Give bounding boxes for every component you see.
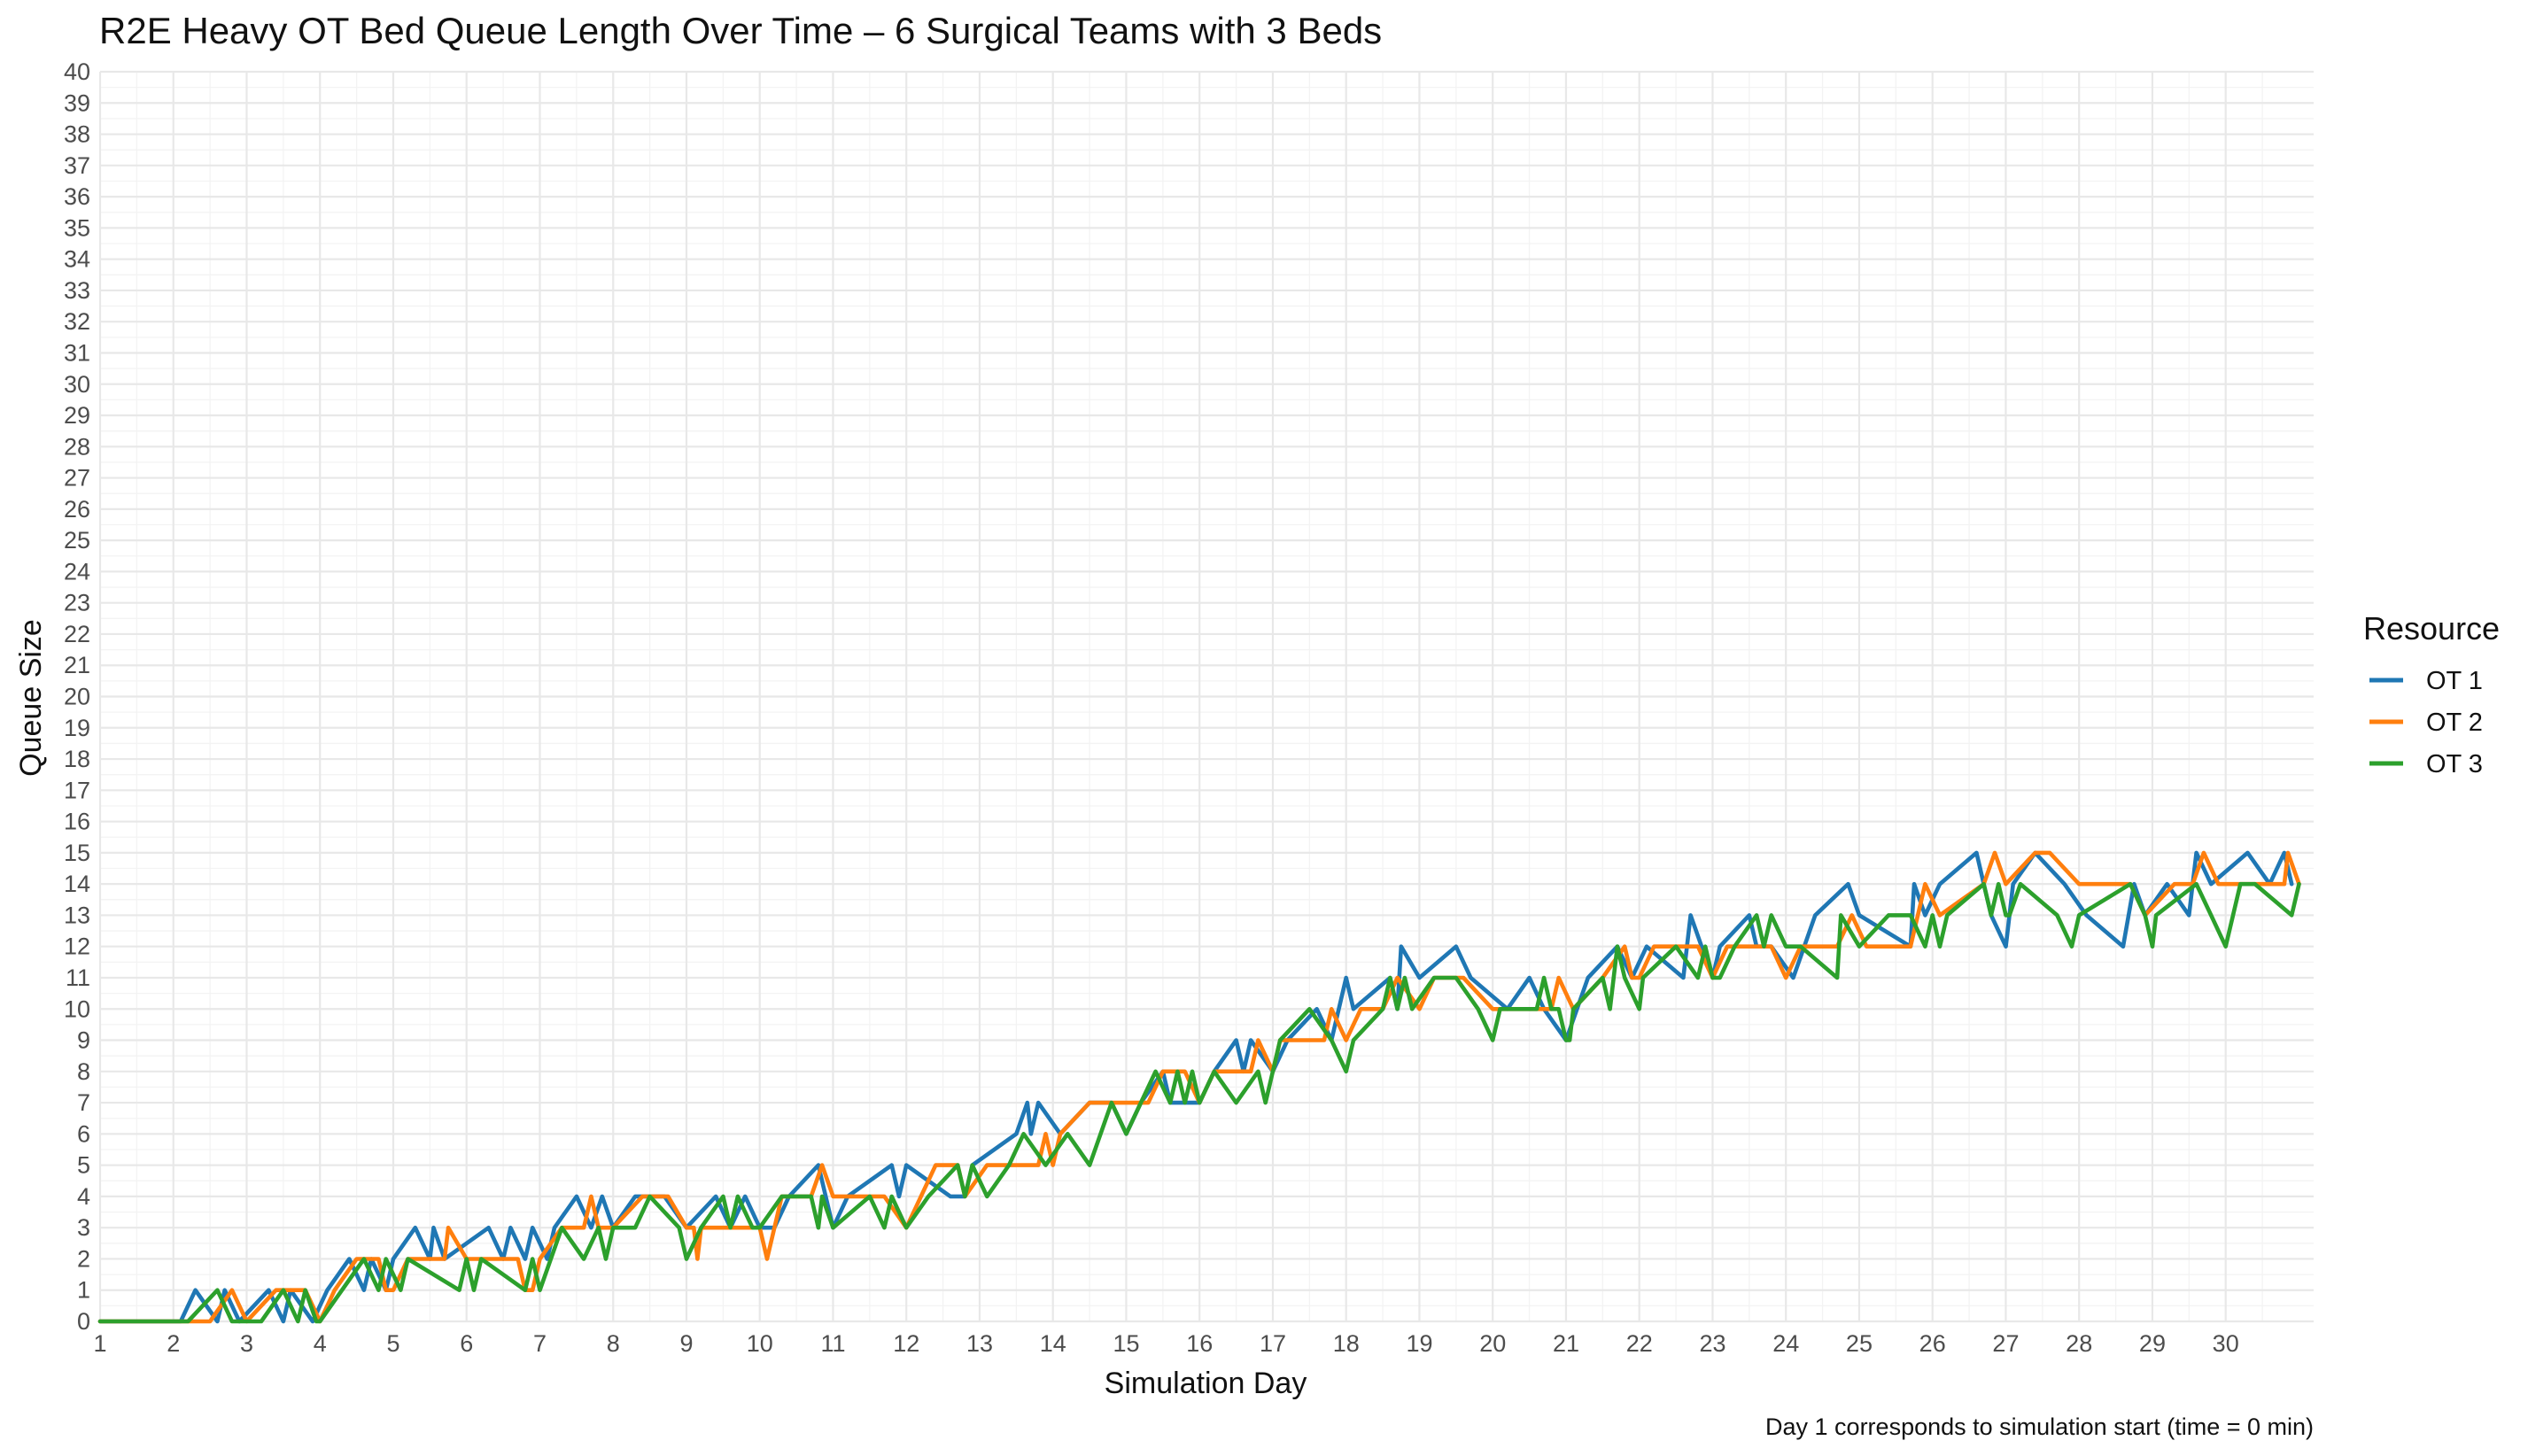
x-tick-label: 27 [1992, 1330, 2019, 1357]
x-tick-label: 29 [2139, 1330, 2166, 1357]
series-line-ot-2 [97, 850, 2301, 1324]
y-tick-label: 26 [64, 496, 90, 523]
y-tick-label: 40 [64, 58, 90, 85]
legend-label-ot-3: OT 3 [2426, 750, 2483, 778]
y-tick-label: 37 [64, 152, 90, 179]
x-tick-label: 17 [1260, 1330, 1286, 1357]
y-tick-label: 27 [64, 465, 90, 492]
y-tick-label: 1 [77, 1277, 90, 1304]
x-tick-label: 10 [747, 1330, 773, 1357]
x-axis-title: Simulation Day [1105, 1367, 1307, 1400]
x-tick-label: 23 [1699, 1330, 1725, 1357]
x-tick-label: 6 [460, 1330, 473, 1357]
y-tick-label: 24 [64, 558, 90, 585]
x-tick-label: 28 [2066, 1330, 2092, 1357]
y-tick-label: 6 [77, 1120, 90, 1147]
x-tick-label: 1 [93, 1330, 106, 1357]
y-tick-label: 15 [64, 840, 90, 866]
x-tick-label: 11 [820, 1330, 845, 1357]
y-tick-label: 2 [77, 1245, 90, 1272]
legend-title: Resource [2363, 610, 2500, 647]
y-tick-label: 5 [77, 1152, 90, 1179]
y-tick-label: 35 [64, 214, 90, 241]
y-tick-label: 18 [64, 746, 90, 772]
x-tick-label: 14 [1040, 1330, 1066, 1357]
x-tick-label: 20 [1479, 1330, 1506, 1357]
x-axis-ticks: 1 2 3 4 5 6 7 8 9 10 11 12 13 14 15 16 17 18 19 20 21 22 23 24 2… [93, 1330, 2238, 1357]
y-tick-label: 28 [64, 433, 90, 460]
y-tick-label: 14 [64, 871, 90, 897]
caption: Day 1 corresponds to simulation start (t… [1765, 1413, 2314, 1440]
y-tick-label: 19 [64, 715, 90, 741]
y-tick-label: 22 [64, 621, 90, 647]
y-tick-label: 12 [64, 933, 90, 960]
x-tick-label: 3 [240, 1330, 253, 1357]
plot-panel [97, 70, 2314, 1324]
x-tick-label: 2 [167, 1330, 180, 1357]
y-tick-label: 10 [64, 995, 90, 1022]
y-axis-title: Queue Size [14, 619, 48, 777]
minor-gridlines [100, 72, 2314, 1321]
x-tick-label: 15 [1113, 1330, 1139, 1357]
series-line-ot-3 [97, 881, 2301, 1324]
y-tick-label: 11 [66, 964, 90, 991]
y-tick-label: 38 [64, 121, 90, 148]
y-tick-label: 29 [64, 402, 90, 429]
chart-title: R2E Heavy OT Bed Queue Length Over Time … [99, 10, 1382, 51]
y-tick-label: 3 [77, 1214, 90, 1241]
x-tick-label: 4 [314, 1330, 327, 1357]
y-tick-label: 13 [64, 902, 90, 928]
y-tick-label: 20 [64, 684, 90, 710]
legend: Resource OT 1 OT 2 OT 3 [2363, 610, 2500, 778]
x-tick-label: 22 [1626, 1330, 1653, 1357]
x-tick-label: 21 [1553, 1330, 1579, 1357]
x-tick-label: 8 [607, 1330, 620, 1357]
series-lines [97, 850, 2301, 1324]
y-axis-ticks: 0123456789101112131415161718192021222324… [64, 58, 90, 1335]
y-tick-label: 39 [64, 89, 90, 116]
y-tick-label: 0 [77, 1308, 90, 1335]
y-tick-label: 7 [77, 1089, 90, 1116]
y-tick-label: 34 [64, 246, 90, 273]
x-tick-label: 5 [386, 1330, 399, 1357]
y-tick-label: 17 [64, 777, 90, 803]
y-tick-label: 30 [64, 371, 90, 398]
x-tick-label: 9 [679, 1330, 693, 1357]
y-tick-label: 21 [64, 652, 90, 678]
series-line-ot-1 [97, 850, 2294, 1324]
y-tick-label: 31 [64, 339, 90, 366]
x-tick-label: 25 [1846, 1330, 1873, 1357]
y-tick-label: 23 [64, 590, 90, 616]
y-tick-label: 32 [64, 308, 90, 335]
x-tick-label: 12 [893, 1330, 919, 1357]
y-tick-label: 33 [64, 277, 90, 304]
x-tick-label: 26 [1919, 1330, 1946, 1357]
legend-label-ot-2: OT 2 [2426, 709, 2483, 737]
y-tick-label: 8 [77, 1058, 90, 1085]
y-tick-label: 16 [64, 809, 90, 835]
y-tick-label: 25 [64, 527, 90, 554]
x-tick-label: 13 [966, 1330, 993, 1357]
x-tick-label: 19 [1406, 1330, 1432, 1357]
y-tick-label: 4 [77, 1183, 90, 1210]
x-tick-label: 7 [533, 1330, 547, 1357]
major-gridlines [98, 70, 2314, 1323]
legend-items: OT 1 OT 2 OT 3 [2369, 667, 2483, 778]
y-tick-label: 36 [64, 183, 90, 210]
x-tick-label: 24 [1772, 1330, 1799, 1357]
x-tick-label: 30 [2213, 1330, 2239, 1357]
x-tick-label: 16 [1186, 1330, 1213, 1357]
y-tick-label: 9 [77, 1027, 90, 1054]
legend-label-ot-1: OT 1 [2426, 667, 2483, 695]
x-tick-label: 18 [1333, 1330, 1360, 1357]
